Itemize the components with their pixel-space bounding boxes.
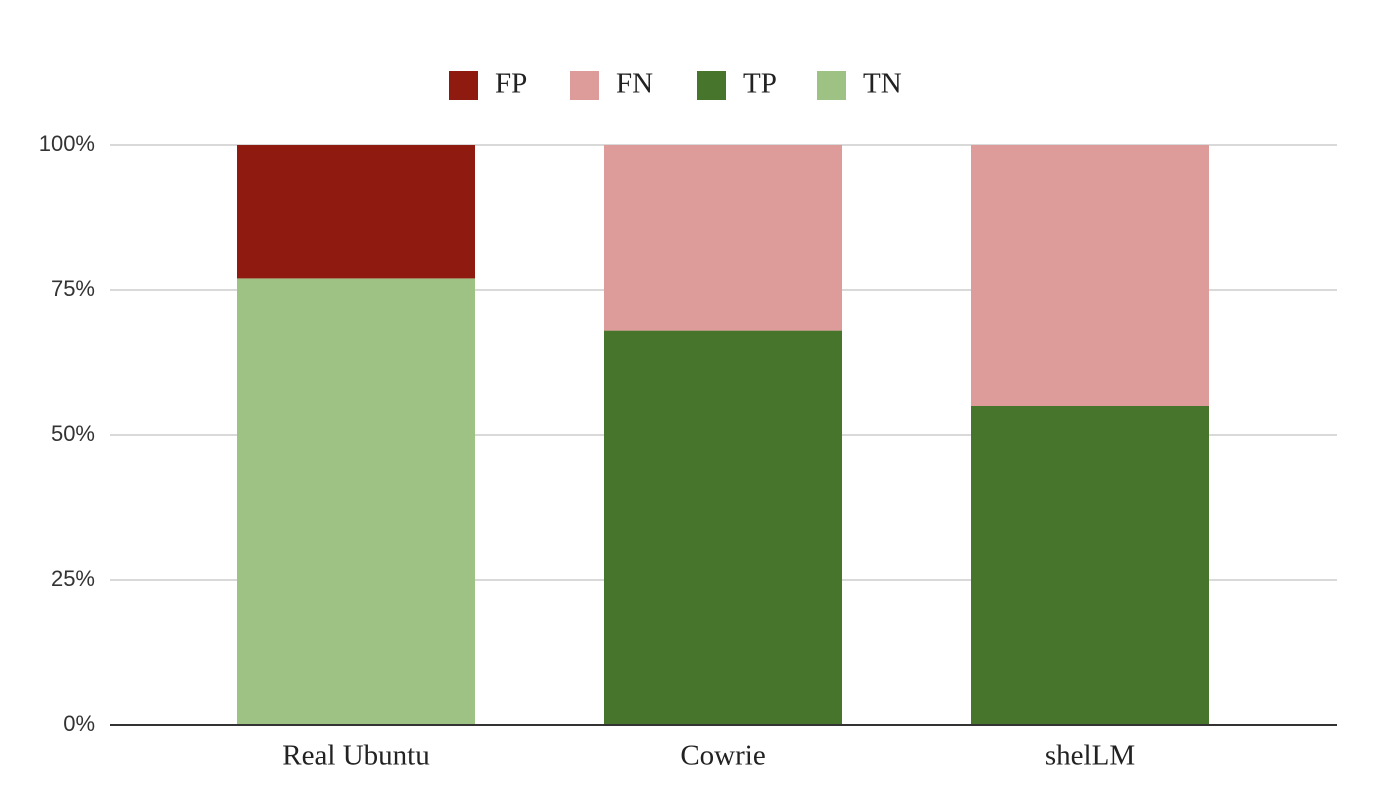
y-tick-label: 25% [51, 566, 95, 591]
y-tick-label: 0% [63, 711, 95, 736]
legend-label: FP [495, 68, 527, 100]
y-tick-label: 50% [51, 421, 95, 446]
y-tick-label: 100% [39, 131, 95, 156]
bar-segment [971, 145, 1209, 406]
legend-swatch [570, 71, 599, 100]
legend-swatch [449, 71, 478, 100]
bar-segment [604, 330, 842, 725]
x-tick-label: shelLM [1045, 740, 1135, 772]
y-tick-label: 75% [51, 276, 95, 301]
legend-swatch [697, 71, 726, 100]
x-tick-label: Cowrie [680, 740, 765, 772]
bar-segment [237, 145, 475, 279]
bar-segment [971, 406, 1209, 725]
bar-segment [237, 278, 475, 725]
legend-label: FN [616, 68, 653, 100]
legend-swatch [817, 71, 846, 100]
x-tick-label: Real Ubuntu [282, 740, 429, 772]
bar-segment [604, 145, 842, 331]
legend-label: TN [863, 68, 902, 100]
legend-label: TP [743, 68, 777, 100]
